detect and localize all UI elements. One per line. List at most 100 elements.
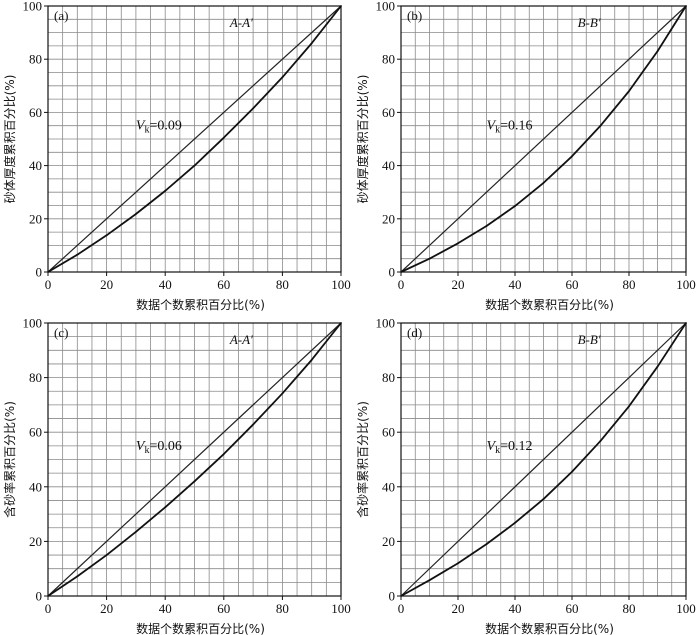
data-point bbox=[428, 257, 431, 260]
data-point bbox=[222, 453, 225, 455]
x-tick-label: 20 bbox=[100, 277, 113, 292]
data-point bbox=[76, 575, 79, 578]
data-point bbox=[76, 253, 79, 256]
data-point bbox=[281, 392, 284, 395]
data-point bbox=[571, 155, 573, 158]
x-tick-label: 100 bbox=[331, 601, 351, 616]
data-point bbox=[656, 50, 659, 53]
x-tick-label: 20 bbox=[100, 601, 113, 616]
data-point bbox=[252, 423, 255, 426]
chart-panel-d: 0 20 40 60 80 100 0 20 40 60 80 100 (d) B-B′ Vk=0.12 数据… bbox=[355, 316, 696, 635]
data-point bbox=[47, 595, 49, 597]
vk-subscript: k bbox=[495, 445, 500, 456]
y-tick-label: 40 bbox=[29, 158, 42, 173]
x-tick-label: 40 bbox=[509, 601, 522, 616]
vk-symbol: V bbox=[487, 439, 497, 454]
vk-annotation: Vk=0.12 bbox=[487, 439, 533, 456]
y-axis-title: 含砂率累积百分比(%) bbox=[355, 401, 370, 518]
y-tick-label: 20 bbox=[29, 211, 42, 226]
y-axis-title: 含砂率累积百分比(%) bbox=[2, 401, 17, 518]
y-axis-title: 砂体厚度累积百分比(%) bbox=[355, 75, 370, 204]
data-point bbox=[135, 530, 137, 533]
equality-line bbox=[47, 5, 342, 273]
vk-value: =0.16 bbox=[500, 119, 532, 134]
y-tick-label: 40 bbox=[382, 479, 395, 494]
x-axis-title: 数据个数累积百分比(%) bbox=[485, 621, 614, 635]
y-tick-label: 80 bbox=[382, 370, 395, 385]
y-tick-label: 80 bbox=[29, 52, 42, 67]
data-point bbox=[685, 322, 687, 324]
vk-subscript: k bbox=[495, 125, 500, 136]
data-point bbox=[164, 189, 167, 192]
data-point bbox=[310, 358, 313, 361]
data-point bbox=[252, 107, 255, 110]
equality-line bbox=[400, 5, 687, 273]
data-point bbox=[514, 521, 516, 524]
y-tick-label: 40 bbox=[29, 479, 42, 494]
vk-annotation: Vk=0.09 bbox=[136, 119, 182, 136]
vk-annotation: Vk=0.16 bbox=[487, 119, 533, 136]
x-tick-label: 100 bbox=[676, 601, 696, 616]
data-point bbox=[457, 562, 459, 565]
y-tick-label: 100 bbox=[376, 0, 396, 14]
plot-frame bbox=[47, 322, 342, 597]
x-axis-title: 数据个数累积百分比(%) bbox=[136, 297, 265, 312]
x-tick-label: 100 bbox=[331, 277, 351, 292]
x-tick-label: 0 bbox=[45, 601, 52, 616]
data-point bbox=[281, 76, 284, 79]
plot-frame bbox=[47, 5, 342, 273]
data-point bbox=[428, 579, 431, 582]
data-point bbox=[105, 554, 108, 556]
vk-subscript: k bbox=[144, 125, 149, 136]
data-point bbox=[599, 124, 602, 127]
data-point bbox=[571, 470, 573, 473]
x-tick-label: 80 bbox=[276, 277, 289, 292]
panel-label: (c) bbox=[54, 325, 68, 340]
data-point bbox=[542, 181, 545, 184]
section-label: A-A′ bbox=[229, 332, 253, 347]
x-tick-label: 0 bbox=[45, 277, 52, 292]
y-tick-label: 60 bbox=[382, 425, 395, 440]
vk-symbol: V bbox=[136, 439, 146, 454]
data-point bbox=[400, 271, 402, 273]
data-point bbox=[193, 480, 196, 483]
data-point bbox=[222, 136, 225, 139]
x-tick-label: 40 bbox=[159, 277, 172, 292]
x-tick-label: 20 bbox=[452, 277, 465, 292]
y-axis-title: 砂体厚度累积百分比(%) bbox=[2, 75, 17, 204]
section-label: B-B′ bbox=[578, 15, 601, 30]
equality-line bbox=[47, 322, 342, 597]
vk-symbol: V bbox=[136, 119, 146, 134]
x-tick-label: 80 bbox=[623, 277, 636, 292]
y-tick-label: 20 bbox=[29, 534, 42, 549]
y-tick-label: 0 bbox=[36, 589, 43, 604]
vk-value: =0.06 bbox=[149, 439, 181, 454]
x-tick-label: 20 bbox=[452, 601, 465, 616]
y-tick-label: 40 bbox=[382, 158, 395, 173]
plot-frame bbox=[400, 5, 687, 273]
x-tick-label: 80 bbox=[623, 601, 636, 616]
y-tick-label: 0 bbox=[389, 265, 396, 280]
x-tick-label: 60 bbox=[217, 277, 230, 292]
vk-value: =0.09 bbox=[149, 119, 181, 134]
data-point bbox=[457, 242, 459, 245]
y-tick-label: 20 bbox=[382, 211, 395, 226]
data-point bbox=[514, 205, 516, 207]
data-point bbox=[47, 271, 49, 273]
y-tick-label: 100 bbox=[376, 316, 396, 331]
section-label: B-B′ bbox=[578, 332, 601, 347]
data-point bbox=[485, 543, 488, 546]
data-point bbox=[193, 164, 196, 167]
data-point bbox=[340, 5, 342, 7]
y-tick-label: 60 bbox=[382, 105, 395, 120]
y-tick-label: 80 bbox=[382, 52, 395, 67]
y-tick-label: 20 bbox=[382, 534, 395, 549]
x-tick-label: 60 bbox=[566, 601, 579, 616]
x-axis-title: 数据个数累积百分比(%) bbox=[485, 297, 614, 312]
panel-label: (a) bbox=[54, 8, 68, 23]
y-tick-label: 100 bbox=[23, 316, 43, 331]
x-tick-label: 100 bbox=[676, 277, 696, 292]
chart-panel-c: 0 20 40 60 80 100 0 20 40 60 80 100 (c) A-A′ Vk=0.06 数据… bbox=[2, 316, 351, 635]
panel-label: (d) bbox=[407, 325, 422, 340]
data-point bbox=[542, 498, 545, 500]
